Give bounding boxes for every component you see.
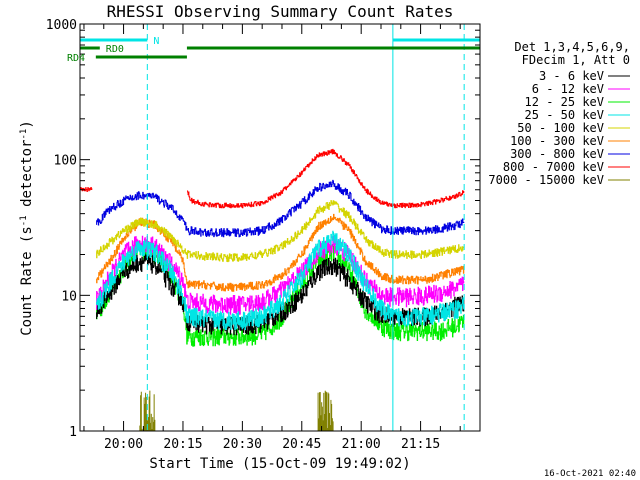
flag-label-rd0: RD0 — [106, 44, 124, 55]
series-line — [96, 230, 465, 331]
legend-label: 7000 - 15000 keV — [488, 173, 604, 187]
legend-label: 3 - 6 keV — [539, 69, 604, 83]
legend-label: 25 - 50 keV — [525, 108, 604, 122]
legend-label: 12 - 25 keV — [525, 95, 604, 109]
plot-frame — [79, 23, 481, 432]
legend-label: 100 - 300 keV — [510, 134, 604, 148]
chart-title: RHESSI Observing Summary Count Rates — [107, 2, 454, 21]
legend-header-line-1: Det 1,3,4,5,6,9, — [514, 40, 630, 54]
series-25-50-kev — [96, 230, 465, 331]
series-line — [96, 253, 465, 336]
x-tick-label: 20:45 — [282, 437, 321, 452]
legend: Det 1,3,4,5,6,9, FDecim 1, Att 0 3 - 6 k… — [488, 40, 630, 187]
series-7000-15000-kev — [139, 390, 334, 431]
flag-label-n: N — [153, 36, 159, 47]
x-tick-label: 21:00 — [342, 437, 381, 452]
legend-label: 800 - 7000 keV — [503, 160, 604, 174]
x-tick-label: 20:30 — [223, 437, 262, 452]
x-tick-label: 21:15 — [401, 437, 440, 452]
series-line — [80, 148, 465, 209]
y-tick-label: 100 — [54, 154, 77, 169]
series-800-7000-kev — [80, 148, 465, 209]
y-tick-label: 10 — [61, 289, 77, 304]
series-3-6-kev — [96, 253, 465, 336]
flag-label-rd4: RD4 — [67, 53, 85, 64]
legend-label: 50 - 100 keV — [517, 121, 604, 135]
legend-header-line-2: FDecim 1, Att 0 — [522, 53, 630, 67]
x-axis-label: Start Time (15-Oct-09 19:49:02) — [149, 456, 410, 472]
generation-timestamp: 16-Oct-2021 02:40 — [544, 469, 636, 479]
y-tick-label: 1 — [69, 425, 77, 440]
y-tick-label: 1000 — [46, 18, 77, 33]
series-300-800-kev — [96, 179, 465, 238]
legend-label: 300 - 800 keV — [510, 147, 604, 161]
legend-label: 6 - 12 keV — [532, 82, 604, 96]
x-tick-label: 20:00 — [104, 437, 143, 452]
series-50-100-kev — [96, 200, 465, 263]
series-line — [96, 179, 465, 238]
series-line — [96, 200, 465, 263]
x-tick-label: 20:15 — [163, 437, 202, 452]
plot-area — [79, 23, 481, 432]
y-axis-label: Count Rate (s-1 detector-1) — [19, 120, 35, 336]
